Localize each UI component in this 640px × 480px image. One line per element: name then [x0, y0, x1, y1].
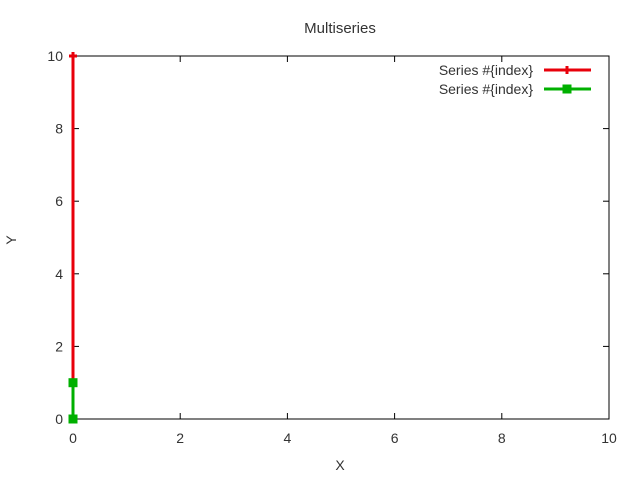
legend: Series #{index} Series #{index} [439, 62, 591, 97]
x-tick-label: 0 [69, 430, 77, 446]
x-axis-label: X [335, 457, 345, 473]
x-tick-label: 6 [391, 430, 399, 446]
axis-ticks: 0 2 4 6 8 10 0 2 4 6 8 10 [47, 48, 617, 446]
x-tick-label: 10 [601, 430, 617, 446]
y-axis-label: Y [3, 235, 19, 245]
x-tick-label: 4 [284, 430, 292, 446]
series-1-point [69, 52, 77, 60]
y-tick-label: 0 [55, 411, 63, 427]
series-layer [68, 52, 78, 424]
y-tick-label: 4 [55, 266, 63, 282]
legend-label: Series #{index} [439, 62, 534, 78]
y-tick-label: 10 [47, 48, 63, 64]
series-2-point [68, 378, 78, 388]
x-tick-label: 8 [498, 430, 506, 446]
y-tick-label: 8 [55, 121, 63, 137]
legend-label: Series #{index} [439, 81, 534, 97]
x-tick-label: 2 [176, 430, 184, 446]
y-tick-label: 6 [55, 193, 63, 209]
plot-area [72, 55, 610, 420]
legend-swatch-marker [563, 66, 571, 74]
legend-swatch-marker [562, 84, 572, 94]
series-2-point [68, 414, 78, 424]
chart-title: Multiseries [304, 20, 376, 37]
y-tick-label: 2 [55, 338, 63, 354]
